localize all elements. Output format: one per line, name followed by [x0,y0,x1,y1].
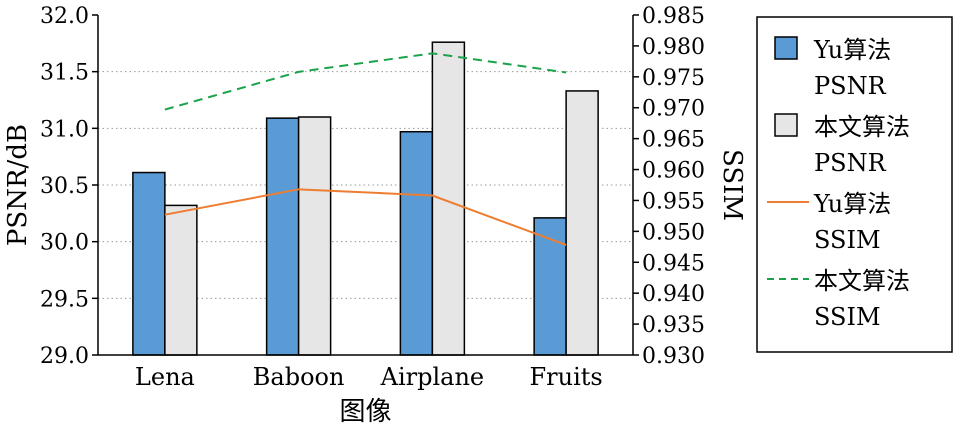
legend-label: Yu算法 [813,190,891,218]
left-tick-label: 30.0 [40,231,89,256]
bar-0-airplane [399,130,434,356]
legend-box [756,16,953,353]
bar-1-fruits [565,90,599,356]
left-tick-label: 29.0 [40,344,89,369]
legend-label: SSIM [814,226,881,254]
x-tick-label: Lena [135,363,195,391]
y-axis-title: PSNR/dB [3,124,33,246]
right-tick-label: 0.985 [642,4,705,29]
left-tick-label: 32.0 [40,4,89,29]
right-tick-label: 0.930 [642,344,705,369]
bar-1-airplane [431,41,466,356]
right-tick-label: 0.975 [642,66,705,91]
bar-0-lena [132,171,166,356]
bar-1-baboon [297,116,332,356]
legend-swatch-0 [774,36,798,60]
y-axis-title-right: SSIM [717,149,747,221]
right-tick-label: 0.980 [642,35,705,60]
x-axis-title: 图像 [339,397,391,427]
line-series-2 [164,188,567,246]
legend-label: PSNR [814,72,887,100]
right-tick-label: 0.935 [642,313,705,338]
right-tick-label: 0.950 [642,220,705,245]
left-tick-label: 30.5 [40,174,89,199]
right-tick-label: 0.940 [642,282,705,307]
x-tick-label: Fruits [530,363,603,391]
left-tick-label: 31.5 [40,61,89,86]
legend-label: SSIM [814,303,881,331]
x-tick-label: Airplane [380,363,485,391]
left-tick-label: 31.0 [40,117,89,142]
legend-label: Yu算法 [813,36,891,64]
right-tick-label: 0.965 [642,128,705,153]
right-tick-label: 0.945 [642,251,705,276]
legend-label: PSNR [814,149,887,177]
right-tick-label: 0.960 [642,159,705,184]
bar-0-baboon [265,117,300,356]
x-tick-label: Baboon [253,363,345,391]
legend-swatch-1 [774,113,798,137]
right-tick-label: 0.955 [642,189,705,214]
line-series-3 [164,52,567,111]
legend-label: 本文算法 [814,113,910,141]
left-tick-label: 29.5 [40,287,89,312]
right-tick-label: 0.970 [642,97,705,122]
legend-label: 本文算法 [814,267,910,295]
bar-1-lena [164,204,198,356]
